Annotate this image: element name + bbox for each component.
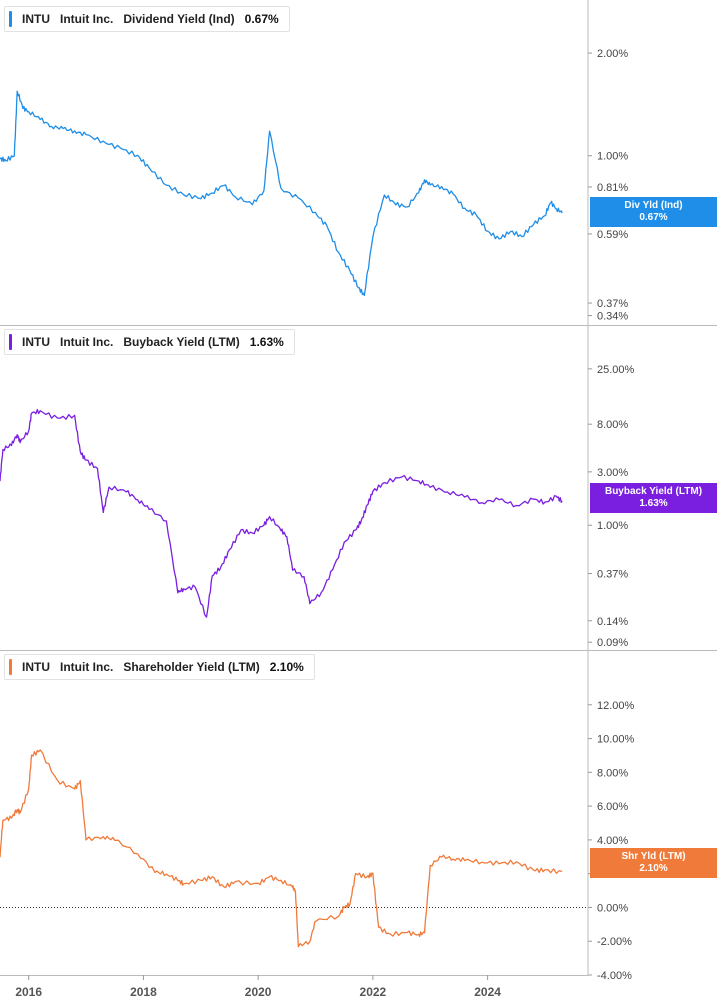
y-tick-label: 3.00% xyxy=(597,467,628,479)
metric-value: 2.10% xyxy=(269,660,304,674)
y-tick-label: -2.00% xyxy=(597,936,632,948)
y-tick-label: 1.00% xyxy=(597,520,628,532)
x-tick-label: 2016 xyxy=(15,985,42,999)
y-tick-label: 0.14% xyxy=(597,616,628,628)
tag-value: 0.67% xyxy=(639,212,668,223)
panel-2: 25.00% 8.00% 3.00% 1.00% 0.37% 0.14% 0.09% xyxy=(0,364,635,649)
y-tick-label: 12.00% xyxy=(597,700,635,712)
x-tick-label: 2018 xyxy=(130,985,157,999)
metric-value: 1.63% xyxy=(249,335,284,349)
y-tick-label: 2.00% xyxy=(597,48,628,60)
panel-1-badge[interactable]: INTU Intuit Inc. Dividend Yield (Ind) 0.… xyxy=(4,6,290,32)
series-line xyxy=(0,749,563,948)
tag-value: 1.63% xyxy=(639,498,668,509)
ticker-label: INTU xyxy=(22,12,50,26)
tag-label: Shr Yld (LTM) xyxy=(621,851,686,862)
panel-2-badge[interactable]: INTU Intuit Inc. Buyback Yield (LTM) 1.6… xyxy=(4,329,295,355)
series-color-swatch xyxy=(9,11,12,27)
x-axis: 2016 2018 2020 2022 2024 xyxy=(15,975,501,999)
tag-label: Div Yld (Ind) xyxy=(624,200,683,211)
metric-label: Buyback Yield (LTM) xyxy=(123,335,240,349)
company-label: Intuit Inc. xyxy=(60,335,114,349)
panel-3: 12.00%10.00%8.00%6.00%4.00%2.0x0.00%-2.0… xyxy=(0,700,635,982)
metric-label: Dividend Yield (Ind) xyxy=(123,12,235,26)
panel-1-value-tag: Div Yld (Ind) 0.67% xyxy=(590,197,717,227)
y-tick-label: 0.59% xyxy=(597,229,628,241)
y-tick-label: 8.00% xyxy=(597,419,628,431)
y-tick-label: 0.37% xyxy=(597,298,628,310)
x-tick-label: 2022 xyxy=(360,985,387,999)
y-tick-label: 0.00% xyxy=(597,902,628,914)
y-tick-label: 0.09% xyxy=(597,637,628,649)
y-tick-label: 0.37% xyxy=(597,569,628,581)
y-tick-label: 8.00% xyxy=(597,767,628,779)
y-tick-label: 4.00% xyxy=(597,835,628,847)
x-tick-label: 2024 xyxy=(474,985,501,999)
x-tick-label: 2020 xyxy=(245,985,272,999)
y-tick-label: 0.34% xyxy=(597,311,628,323)
company-label: Intuit Inc. xyxy=(60,12,114,26)
y-tick-label: 0.81% xyxy=(597,182,628,194)
company-label: Intuit Inc. xyxy=(60,660,114,674)
y-tick-label: 10.00% xyxy=(597,734,635,746)
y-tick-label: 1.00% xyxy=(597,151,628,163)
series-line xyxy=(0,408,563,618)
panel-3-value-tag: Shr Yld (LTM) 2.10% xyxy=(590,848,717,878)
series-color-swatch xyxy=(9,659,12,675)
metric-value: 0.67% xyxy=(244,12,279,26)
series-color-swatch xyxy=(9,334,12,350)
tag-value: 2.10% xyxy=(639,863,668,874)
ticker-label: INTU xyxy=(22,335,50,349)
panel-2-value-tag: Buyback Yield (LTM) 1.63% xyxy=(590,483,717,513)
panel-1: 2.00% 1.00% 0.81% 0.59% 0.37%0.34% xyxy=(0,48,628,323)
y-tick-label: -4.00% xyxy=(597,970,632,982)
series-line xyxy=(0,90,563,297)
panel-3-badge[interactable]: INTU Intuit Inc. Shareholder Yield (LTM)… xyxy=(4,654,315,680)
ticker-label: INTU xyxy=(22,660,50,674)
tag-label: Buyback Yield (LTM) xyxy=(604,486,703,497)
y-tick-label: 6.00% xyxy=(597,801,628,813)
metric-label: Shareholder Yield (LTM) xyxy=(123,660,260,674)
y-tick-label: 25.00% xyxy=(597,364,635,376)
